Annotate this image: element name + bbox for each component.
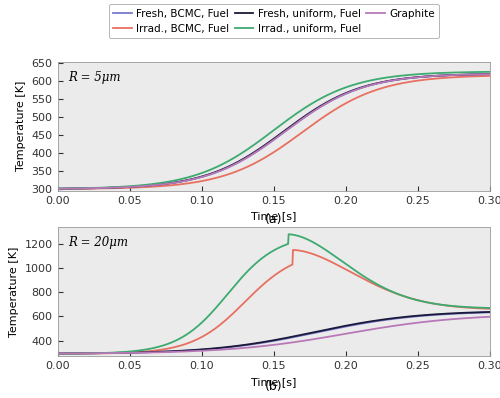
Graphite [330,98,336,102]
Fresh, uniform, Fuel [427,74,433,78]
Irrad., uniform, Fuel [81,186,87,191]
Fresh, uniform, Fuel [317,104,323,109]
Irrad., uniform, Fuel [54,186,60,191]
Irrad., BCMC, Fuel [330,108,336,113]
Fresh, uniform, Fuel [382,79,388,84]
Irrad., BCMC, Fuel [81,186,87,191]
Irrad., uniform, Fuel [382,75,388,80]
Fresh, BCMC, Fuel [487,72,493,76]
Fresh, uniform, Fuel [81,186,87,191]
Text: R = 20μm: R = 20μm [68,236,128,249]
Irrad., BCMC, Fuel [317,117,323,122]
Fresh, uniform, Fuel [306,111,312,116]
Graphite [54,186,60,191]
Line: Fresh, BCMC, Fuel: Fresh, BCMC, Fuel [58,74,490,189]
Fresh, uniform, Fuel [330,97,336,101]
Graphite [306,112,312,117]
Text: (b): (b) [265,380,282,393]
Y-axis label: Temperature [K]: Temperature [K] [16,81,26,172]
Text: (a): (a) [265,213,282,226]
Fresh, uniform, Fuel [54,186,60,191]
Irrad., uniform, Fuel [330,90,336,95]
Irrad., BCMC, Fuel [382,85,388,90]
Irrad., uniform, Fuel [427,71,433,76]
X-axis label: Time [s]: Time [s] [251,377,296,386]
Fresh, BCMC, Fuel [427,74,433,79]
Fresh, BCMC, Fuel [81,186,87,191]
Irrad., uniform, Fuel [306,103,312,108]
Line: Irrad., BCMC, Fuel: Irrad., BCMC, Fuel [58,76,490,189]
Graphite [317,105,323,109]
Graphite [81,186,87,191]
Fresh, uniform, Fuel [487,72,493,76]
Fresh, BCMC, Fuel [54,186,60,191]
Line: Fresh, uniform, Fuel: Fresh, uniform, Fuel [58,74,490,189]
Y-axis label: Temperature [K]: Temperature [K] [9,246,19,337]
Graphite [427,74,433,79]
Legend: Fresh, BCMC, Fuel, Irrad., BCMC, Fuel, Fresh, uniform, Fuel, Irrad., uniform, Fu: Fresh, BCMC, Fuel, Irrad., BCMC, Fuel, F… [109,4,439,38]
Line: Graphite: Graphite [58,74,490,189]
Fresh, BCMC, Fuel [306,112,312,117]
Irrad., BCMC, Fuel [54,187,60,191]
Irrad., BCMC, Fuel [487,74,493,78]
X-axis label: Time [s]: Time [s] [251,211,296,221]
Graphite [487,72,493,76]
Irrad., uniform, Fuel [317,96,323,101]
Graphite [382,79,388,84]
Fresh, BCMC, Fuel [317,105,323,109]
Line: Irrad., uniform, Fuel: Irrad., uniform, Fuel [58,72,490,189]
Text: R = 5μm: R = 5μm [68,71,121,84]
Irrad., BCMC, Fuel [306,125,312,130]
Irrad., BCMC, Fuel [427,77,433,82]
Fresh, BCMC, Fuel [330,98,336,102]
Fresh, BCMC, Fuel [382,79,388,84]
Irrad., uniform, Fuel [487,69,493,74]
